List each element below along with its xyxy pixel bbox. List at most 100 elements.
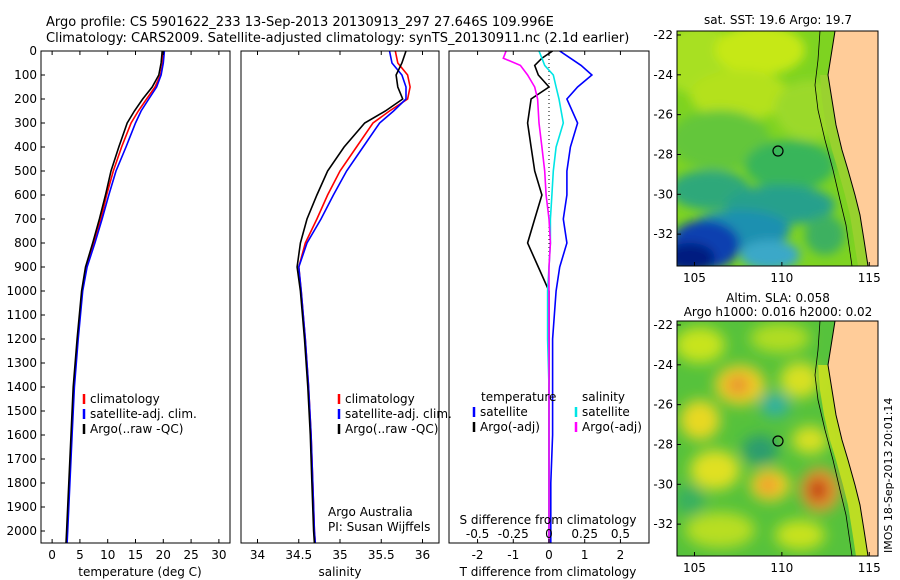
imos-timestamp: IMOS 18-Sep-2013 20:01:14 xyxy=(882,398,895,553)
b-xtick-label: 36 xyxy=(415,548,430,562)
depth-tick-label: 1300 xyxy=(6,356,37,370)
a-xtick-label: 0 xyxy=(48,548,56,562)
depth-tick-label: 1200 xyxy=(6,332,37,346)
sst-map-title: sat. SST: 19.6 Argo: 19.7 xyxy=(704,13,852,27)
map-lon-tick-label: 115 xyxy=(858,561,881,575)
float-position-marker xyxy=(772,145,784,157)
legend-entry-0: climatology xyxy=(345,392,415,406)
diff-t-tick-label: -1 xyxy=(507,548,519,562)
depth-tick-label: 800 xyxy=(14,236,37,250)
depth-tick-label: 1600 xyxy=(6,428,37,442)
depth-tick-label: 200 xyxy=(14,92,37,106)
legend-entry-2: Argo(..raw -QC) xyxy=(90,422,183,436)
map-lat-tick-label: -24 xyxy=(653,358,673,372)
b-xtick-label: 35.5 xyxy=(368,548,395,562)
map-lat-tick-label: -22 xyxy=(653,28,673,42)
depth-tick-label: 400 xyxy=(14,140,37,154)
sla-map-title-1: Altim. SLA: 0.058 xyxy=(726,291,830,305)
legend-entry-1: satellite-adj. clim. xyxy=(90,407,197,421)
depth-tick-label: 1100 xyxy=(6,308,37,322)
map-lat-tick-label: -30 xyxy=(653,187,673,201)
map-lat-tick-label: -26 xyxy=(653,108,673,122)
depth-tick-label: 0 xyxy=(29,44,37,58)
depth-tick-label: 1700 xyxy=(6,452,37,466)
map-lat-tick-label: -24 xyxy=(653,68,673,82)
a-series-line-2 xyxy=(65,51,163,543)
legend-entry-2: Argo(..raw -QC) xyxy=(345,422,438,436)
b-xtick-label: 34.5 xyxy=(285,548,312,562)
map-lat-tick-label: -32 xyxy=(653,517,673,531)
map-lon-tick-label: 115 xyxy=(858,271,881,285)
depth-tick-label: 500 xyxy=(14,164,37,178)
sst-map: sat. SST: 19.6 Argo: 19.7 xyxy=(653,13,880,285)
diff-legend-entry-3: Argo(-adj) xyxy=(582,420,642,434)
legend-entry-0: climatology xyxy=(90,392,160,406)
diff-t-tick-label: 0 xyxy=(545,548,553,562)
t-difference-label: T difference from climatology xyxy=(459,565,637,579)
a-xtick-label: 30 xyxy=(211,548,226,562)
annotation-pi: PI: Susan Wijffels xyxy=(328,520,430,534)
diff-s-tick-label: 0 xyxy=(545,527,553,541)
difference-panel: -2 -1 0 1 2 -0.5 -0.25 0 0.25 0.5 S difference fr… xyxy=(448,50,650,579)
depth-tick-label: 700 xyxy=(14,212,37,226)
map-lon-tick-label: 110 xyxy=(770,271,793,285)
depth-tick-label: 2000 xyxy=(6,524,37,538)
a-xtick-label: 15 xyxy=(128,548,143,562)
a-series-line-1 xyxy=(66,51,166,543)
depth-tick-label: 1800 xyxy=(6,476,37,490)
sla-map: Altim. SLA: 0.058 Argo h1000: 0.016 h200… xyxy=(653,291,880,575)
diff-s-tick-label: 0.25 xyxy=(571,527,598,541)
diff-legend-entry-0: satellite xyxy=(480,405,528,419)
depth-tick-label: 300 xyxy=(14,116,37,130)
map-lat-tick-label: -32 xyxy=(653,227,673,241)
map-lat-tick-label: -28 xyxy=(653,147,673,161)
temperature-panel: 0 5 10 15 20 25 300100200300400500600700800900… xyxy=(6,44,231,579)
depth-tick-label: 1500 xyxy=(6,404,37,418)
salinity-xlabel: salinity xyxy=(318,565,361,579)
map-lon-tick-label: 105 xyxy=(683,561,706,575)
b-series-line-2 xyxy=(296,51,407,543)
b-series-line-0 xyxy=(297,51,411,543)
b-xtick-label: 35 xyxy=(332,548,347,562)
diff-legend-entry-2: satellite xyxy=(582,405,630,419)
map-lat-tick-label: -30 xyxy=(653,477,673,491)
map-lat-tick-label: -26 xyxy=(653,398,673,412)
map-lon-tick-label: 105 xyxy=(683,271,706,285)
a-xtick-label: 5 xyxy=(76,548,84,562)
a-xtick-label: 25 xyxy=(183,548,198,562)
b-xtick-label: 34 xyxy=(250,548,265,562)
depth-tick-label: 900 xyxy=(14,260,37,274)
diff-s-tick-label: -0.5 xyxy=(466,527,489,541)
diff-series-line-3 xyxy=(502,51,552,543)
depth-tick-label: 1900 xyxy=(6,500,37,514)
depth-tick-label: 100 xyxy=(14,68,37,82)
b-series-line-1 xyxy=(297,51,407,543)
diff-t-tick-label: -2 xyxy=(472,548,484,562)
float-position-marker-sla xyxy=(772,435,784,447)
map-lon-tick-label: 110 xyxy=(770,561,793,575)
map-lat-tick-label: -28 xyxy=(653,437,673,451)
depth-tick-label: 1000 xyxy=(6,284,37,298)
title-line-1: Argo profile: CS 5901622_233 13-Sep-2013… xyxy=(46,15,554,30)
diff-series-line-0 xyxy=(549,51,594,543)
map-lat-tick-label: -22 xyxy=(653,318,673,332)
title-line-2: Climatology: CARS2009. Satellite-adjuste… xyxy=(46,31,629,46)
diff-s-tick-label: -0.25 xyxy=(498,527,529,541)
difference-legend: temperature salinitysatelliteArgo(-adj)sa… xyxy=(472,390,642,434)
temperature-xlabel: temperature (deg C) xyxy=(78,565,201,579)
diff-t-tick-label: 2 xyxy=(617,548,625,562)
diff-t-tick-label: 1 xyxy=(581,548,589,562)
legend-title-temperature: temperature xyxy=(481,390,556,404)
salinity-panel: 34 34.5 35 35.5 36 salinity climatologysatel… xyxy=(240,50,452,579)
a-xtick-label: 20 xyxy=(156,548,171,562)
sla-map-title-2: Argo h1000: 0.016 h2000: 0.02 xyxy=(684,305,873,319)
depth-tick-label: 600 xyxy=(14,188,37,202)
legend-entry-1: satellite-adj. clim. xyxy=(345,407,452,421)
diff-legend-entry-1: Argo(-adj) xyxy=(480,420,540,434)
annotation-argo-australia: Argo Australia xyxy=(328,505,413,519)
legend-title-salinity: salinity xyxy=(582,390,625,404)
depth-tick-label: 1400 xyxy=(6,380,37,394)
